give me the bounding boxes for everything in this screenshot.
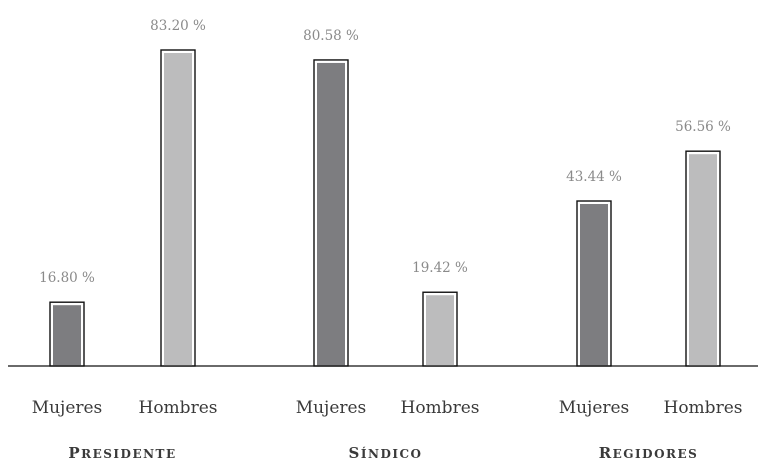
bar bbox=[164, 53, 192, 366]
data-label: 83.20 % bbox=[150, 18, 206, 34]
bar bbox=[580, 204, 608, 366]
category-tick-label: Mujeres bbox=[296, 398, 367, 418]
category-tick-label: Hombres bbox=[139, 398, 218, 418]
bar bbox=[53, 305, 81, 366]
bar bbox=[317, 62, 345, 367]
category-tick-label: Hombres bbox=[401, 398, 480, 418]
data-label: 43.44 % bbox=[566, 169, 622, 185]
bar bbox=[689, 154, 717, 366]
bar bbox=[426, 295, 454, 366]
category-tick-label: Mujeres bbox=[559, 398, 630, 418]
group-label: REGIDORES bbox=[599, 444, 699, 462]
data-label: 16.80 % bbox=[39, 270, 95, 286]
category-tick-label: Hombres bbox=[664, 398, 743, 418]
group-label: PRESIDENTE bbox=[68, 444, 176, 462]
group-label: SÍNDICO bbox=[349, 444, 423, 462]
data-label: 19.42 % bbox=[412, 260, 468, 276]
category-tick-label: Mujeres bbox=[32, 398, 103, 418]
data-label: 80.58 % bbox=[303, 28, 359, 44]
data-label: 56.56 % bbox=[675, 119, 731, 135]
